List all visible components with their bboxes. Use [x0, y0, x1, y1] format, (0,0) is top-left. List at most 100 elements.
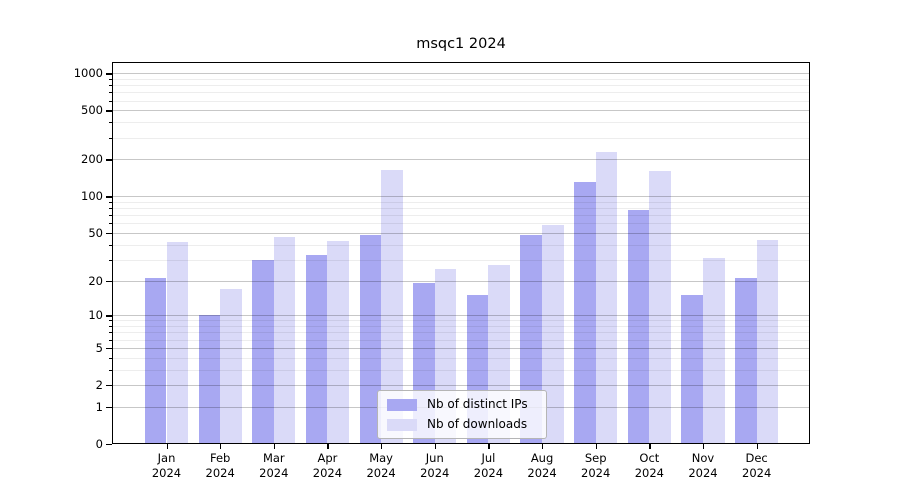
minor-gridline — [112, 259, 810, 261]
y-minor-tick-mark — [108, 92, 112, 94]
bar-distinct-ips — [681, 295, 703, 444]
y-minor-tick-mark — [108, 223, 112, 225]
x-tick-label: Feb 2024 — [192, 451, 248, 481]
bar-downloads — [756, 239, 779, 444]
x-tick-mark — [327, 444, 329, 449]
legend-label: Nb of downloads — [427, 417, 528, 431]
bar-distinct-ips — [305, 254, 328, 444]
x-tick-label: May 2024 — [353, 451, 409, 481]
x-tick-mark — [381, 444, 383, 449]
y-tick-mark — [106, 385, 112, 387]
y-tick-label: 200 — [81, 152, 103, 167]
minor-gridline — [112, 326, 810, 328]
bar-downloads — [166, 242, 189, 444]
x-tick-mark — [488, 444, 490, 449]
bar-downloads — [595, 152, 618, 444]
y-minor-tick-mark — [108, 215, 112, 217]
y-tick-mark — [106, 444, 112, 446]
bar-downloads — [649, 171, 671, 444]
minor-gridline — [112, 100, 810, 102]
minor-gridline — [112, 92, 810, 94]
y-minor-tick-mark — [108, 369, 112, 371]
legend-item-downloads: Nb of downloads — [387, 417, 537, 432]
minor-gridline — [112, 357, 810, 359]
y-tick-label: 500 — [81, 103, 103, 118]
y-tick-mark — [106, 406, 112, 408]
x-tick-label: Jun 2024 — [407, 451, 463, 481]
x-tick-mark — [542, 444, 544, 449]
bar-distinct-ips — [627, 209, 650, 444]
legend-label: Nb of distinct IPs — [427, 397, 528, 411]
y-tick-label: 10 — [88, 308, 103, 323]
minor-gridline — [112, 320, 810, 322]
minor-gridline — [112, 122, 810, 124]
legend-swatch-distinct-ips — [387, 398, 417, 411]
x-tick-label: Aug 2024 — [514, 451, 570, 481]
x-tick-month: Jul — [481, 451, 496, 465]
y-tick-label: 1000 — [73, 66, 103, 81]
x-tick-label: Jan 2024 — [139, 451, 195, 481]
y-tick-label: 2 — [95, 378, 103, 393]
x-tick-month: Aug — [530, 451, 554, 465]
minor-gridline — [112, 339, 810, 341]
x-tick-year: 2024 — [688, 466, 718, 480]
y-tick-mark — [106, 110, 112, 112]
x-tick-month: Feb — [209, 451, 231, 465]
y-tick-label: 50 — [88, 226, 103, 241]
y-minor-tick-mark — [108, 122, 112, 124]
y-minor-tick-mark — [108, 339, 112, 341]
x-tick-label: Sep 2024 — [568, 451, 624, 481]
x-tick-year: 2024 — [420, 466, 450, 480]
minor-gridline — [112, 201, 810, 203]
y-minor-tick-mark — [108, 357, 112, 359]
major-gridline — [112, 385, 810, 387]
x-tick-month: Jun — [425, 451, 444, 465]
major-gridline — [112, 73, 810, 75]
y-minor-tick-mark — [108, 208, 112, 210]
x-tick-month: May — [369, 451, 393, 465]
minor-gridline — [112, 78, 810, 80]
x-tick-year: 2024 — [151, 466, 182, 480]
x-tick-label: Dec 2024 — [729, 451, 785, 481]
x-tick-month: Mar — [262, 451, 285, 465]
bar-downloads — [220, 288, 242, 444]
x-tick-label: Oct 2024 — [621, 451, 677, 481]
minor-gridline — [112, 215, 810, 217]
x-tick-label: Nov 2024 — [675, 451, 731, 481]
x-tick-year: 2024 — [634, 466, 664, 480]
bar-distinct-ips — [144, 278, 167, 444]
minor-gridline — [112, 223, 810, 225]
x-tick-mark — [273, 444, 275, 449]
bar-distinct-ips — [198, 315, 221, 444]
x-tick-year: 2024 — [742, 466, 772, 480]
x-tick-month: Nov — [691, 451, 715, 465]
y-tick-label: 0 — [95, 437, 103, 451]
x-tick-mark — [434, 444, 436, 449]
minor-gridline — [112, 85, 810, 87]
x-tick-mark — [703, 444, 705, 449]
bar-distinct-ips — [359, 235, 382, 444]
y-minor-tick-mark — [108, 100, 112, 102]
x-tick-year: 2024 — [205, 466, 235, 480]
major-gridline — [112, 315, 810, 317]
y-minor-tick-mark — [108, 244, 112, 246]
bar-downloads — [703, 258, 725, 444]
x-tick-month: Dec — [745, 451, 768, 465]
minor-gridline — [112, 137, 810, 139]
chart-title: msqc1 2024 — [416, 36, 506, 52]
x-tick-year: 2024 — [527, 466, 557, 480]
y-tick-mark — [106, 347, 112, 350]
y-tick-mark — [106, 315, 112, 317]
minor-gridline — [112, 369, 810, 371]
y-minor-tick-mark — [108, 137, 112, 139]
y-minor-tick-mark — [108, 259, 112, 261]
bar-distinct-ips — [735, 278, 757, 444]
bar-distinct-ips — [252, 259, 274, 444]
bar-distinct-ips — [574, 181, 596, 444]
x-tick-year: 2024 — [581, 466, 611, 480]
minor-gridline — [112, 244, 810, 246]
y-minor-tick-mark — [108, 85, 112, 87]
legend: Nb of distinct IPs Nb of downloads — [377, 390, 547, 439]
plot-frame — [112, 62, 810, 444]
